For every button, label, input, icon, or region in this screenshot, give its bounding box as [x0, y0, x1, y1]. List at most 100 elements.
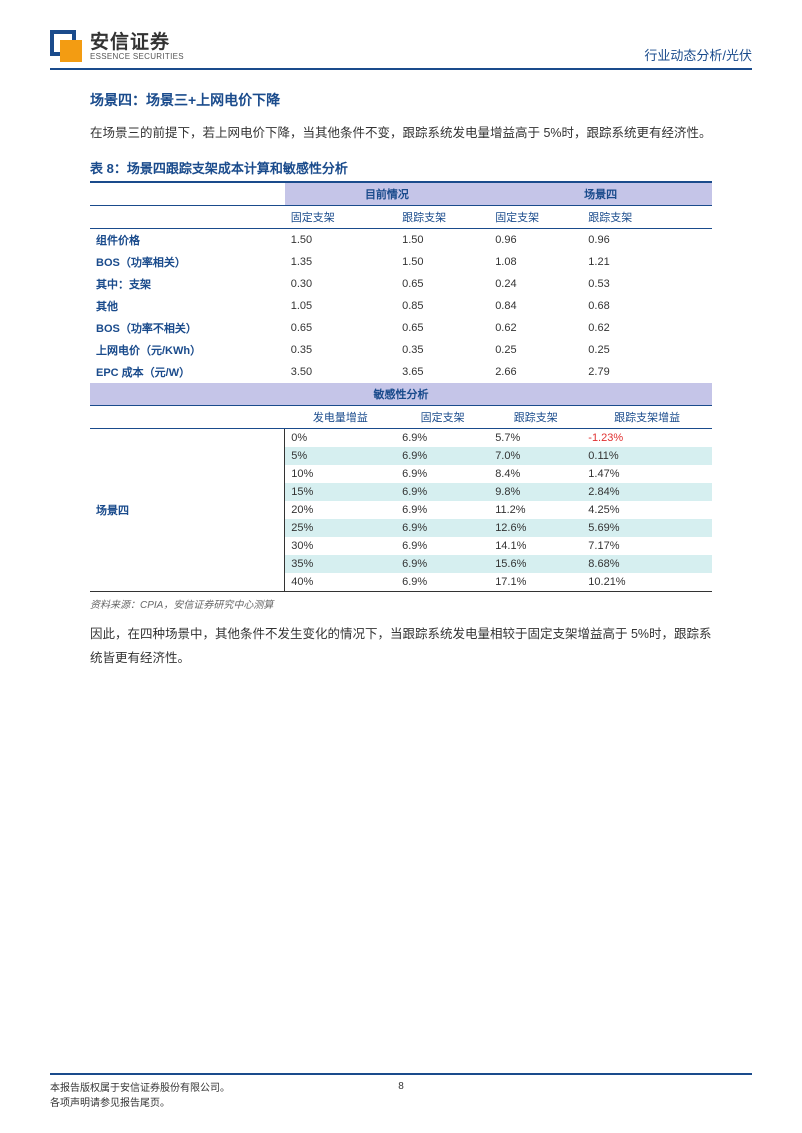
- page-header: 安信证券 ESSENCE SECURITIES 行业动态分析/光伏: [50, 30, 752, 70]
- data-cell: 0.65: [396, 273, 489, 295]
- sensitivity-data-cell: 1.47%: [582, 465, 712, 483]
- data-cell: 0.62: [489, 317, 582, 339]
- table-title: 表 8：场景四跟踪支架成本计算和敏感性分析: [90, 158, 712, 177]
- sensitivity-data-cell: 10%: [285, 465, 396, 483]
- sensitivity-data-cell: 6.9%: [396, 447, 489, 465]
- data-cell: 0.25: [489, 339, 582, 361]
- sensitivity-data-cell: 5.69%: [582, 519, 712, 537]
- logo-mark-icon: [50, 30, 84, 64]
- sensitivity-data-cell: 10.21%: [582, 573, 712, 592]
- data-cell: 1.08: [489, 251, 582, 273]
- sensitivity-data-cell: 15.6%: [489, 555, 582, 573]
- row-label-cell: BOS（功率相关）: [90, 251, 285, 273]
- sensitivity-data-cell: 15%: [285, 483, 396, 501]
- data-cell: 0.35: [285, 339, 396, 361]
- sensitivity-data-cell: 30%: [285, 537, 396, 555]
- sensitivity-sub-header-cell: 发电量增益: [285, 405, 396, 428]
- table-source: 资料来源：CPIA，安信证券研究中心测算: [90, 596, 712, 611]
- sensitivity-data-cell: -1.23%: [582, 428, 712, 447]
- sensitivity-sub-header-cell: 固定支架: [396, 405, 489, 428]
- sub-header-cell: 固定支架: [489, 205, 582, 228]
- data-cell: 0.68: [582, 295, 712, 317]
- sensitivity-data-cell: 12.6%: [489, 519, 582, 537]
- logo-cn-text: 安信证券: [90, 33, 184, 53]
- row-label-cell: 其中：支架: [90, 273, 285, 295]
- data-cell: 0.65: [396, 317, 489, 339]
- sensitivity-data-cell: 6.9%: [396, 519, 489, 537]
- sensitivity-data-cell: 14.1%: [489, 537, 582, 555]
- sensitivity-data-cell: 8.68%: [582, 555, 712, 573]
- data-cell: 1.50: [396, 228, 489, 251]
- data-cell: 0.30: [285, 273, 396, 295]
- sensitivity-data-cell: 40%: [285, 573, 396, 592]
- cost-and-sensitivity-table: 目前情况场景四固定支架跟踪支架固定支架跟踪支架组件价格1.501.500.960…: [90, 181, 712, 592]
- data-cell: 0.96: [489, 228, 582, 251]
- data-cell: 1.05: [285, 295, 396, 317]
- logo: 安信证券 ESSENCE SECURITIES: [50, 30, 184, 64]
- sensitivity-data-cell: 17.1%: [489, 573, 582, 592]
- sensitivity-data-cell: 6.9%: [396, 555, 489, 573]
- conclusion-paragraph: 因此，在四种场景中，其他条件不发生变化的情况下，当跟踪系统发电量相较于固定支架增…: [90, 623, 712, 671]
- footer-copyright: 本报告版权属于安信证券股份有限公司。: [50, 1081, 230, 1096]
- group-header-cell: 场景四: [489, 182, 712, 206]
- header-category: 行业动态分析/光伏: [644, 45, 752, 64]
- sensitivity-data-cell: 5.7%: [489, 428, 582, 447]
- sensitivity-data-cell: 6.9%: [396, 465, 489, 483]
- sub-header-cell: 跟踪支架: [582, 205, 712, 228]
- section-title: 场景四：场景三+上网电价下降: [90, 90, 712, 110]
- data-cell: 1.50: [396, 251, 489, 273]
- sensitivity-data-cell: 8.4%: [489, 465, 582, 483]
- sensitivity-data-cell: 5%: [285, 447, 396, 465]
- sensitivity-data-cell: 6.9%: [396, 428, 489, 447]
- logo-en-text: ESSENCE SECURITIES: [90, 53, 184, 61]
- data-cell: 0.25: [582, 339, 712, 361]
- intro-paragraph: 在场景三的前提下，若上网电价下降，当其他条件不变，跟踪系统发电量增益高于 5%时…: [90, 122, 712, 146]
- sensitivity-data-cell: 9.8%: [489, 483, 582, 501]
- sensitivity-data-cell: 4.25%: [582, 501, 712, 519]
- row-label-cell: EPC 成本（元/W）: [90, 361, 285, 383]
- sensitivity-data-cell: 2.84%: [582, 483, 712, 501]
- sensitivity-data-cell: 7.0%: [489, 447, 582, 465]
- sensitivity-sub-header-cell: 跟踪支架增益: [582, 405, 712, 428]
- sub-header-cell: 固定支架: [285, 205, 396, 228]
- data-cell: 0.85: [396, 295, 489, 317]
- sensitivity-data-cell: 6.9%: [396, 501, 489, 519]
- row-label-cell: 其他: [90, 295, 285, 317]
- sensitivity-data-cell: 20%: [285, 501, 396, 519]
- sensitivity-data-cell: 6.9%: [396, 483, 489, 501]
- sensitivity-data-cell: 0%: [285, 428, 396, 447]
- sensitivity-data-cell: 11.2%: [489, 501, 582, 519]
- data-cell: 2.66: [489, 361, 582, 383]
- data-cell: 0.65: [285, 317, 396, 339]
- sensitivity-sub-header-cell: 跟踪支架: [489, 405, 582, 428]
- data-cell: 0.96: [582, 228, 712, 251]
- sensitivity-data-cell: 7.17%: [582, 537, 712, 555]
- sensitivity-data-cell: 6.9%: [396, 537, 489, 555]
- data-cell: 0.62: [582, 317, 712, 339]
- data-cell: 3.50: [285, 361, 396, 383]
- data-cell: 1.21: [582, 251, 712, 273]
- group-header-cell: 目前情况: [285, 182, 489, 206]
- sensitivity-data-cell: 25%: [285, 519, 396, 537]
- sensitivity-data-cell: 35%: [285, 555, 396, 573]
- row-label-cell: BOS（功率不相关）: [90, 317, 285, 339]
- data-cell: 1.35: [285, 251, 396, 273]
- sensitivity-data-cell: 0.11%: [582, 447, 712, 465]
- sensitivity-data-cell: 6.9%: [396, 573, 489, 592]
- data-cell: 1.50: [285, 228, 396, 251]
- data-cell: 0.84: [489, 295, 582, 317]
- group-header-cell: [90, 182, 285, 206]
- sensitivity-row-label: 场景四: [90, 428, 285, 591]
- sensitivity-header-cell: 敏感性分析: [90, 383, 712, 406]
- row-label-cell: 上网电价（元/KWh）: [90, 339, 285, 361]
- data-cell: 0.24: [489, 273, 582, 295]
- page-number: 8: [398, 1081, 404, 1092]
- data-cell: 3.65: [396, 361, 489, 383]
- sub-header-cell: [90, 205, 285, 228]
- sensitivity-sub-header-cell: [90, 405, 285, 428]
- data-cell: 2.79: [582, 361, 712, 383]
- sub-header-cell: 跟踪支架: [396, 205, 489, 228]
- content-area: 场景四：场景三+上网电价下降 在场景三的前提下，若上网电价下降，当其他条件不变，…: [50, 70, 752, 670]
- data-cell: 0.35: [396, 339, 489, 361]
- row-label-cell: 组件价格: [90, 228, 285, 251]
